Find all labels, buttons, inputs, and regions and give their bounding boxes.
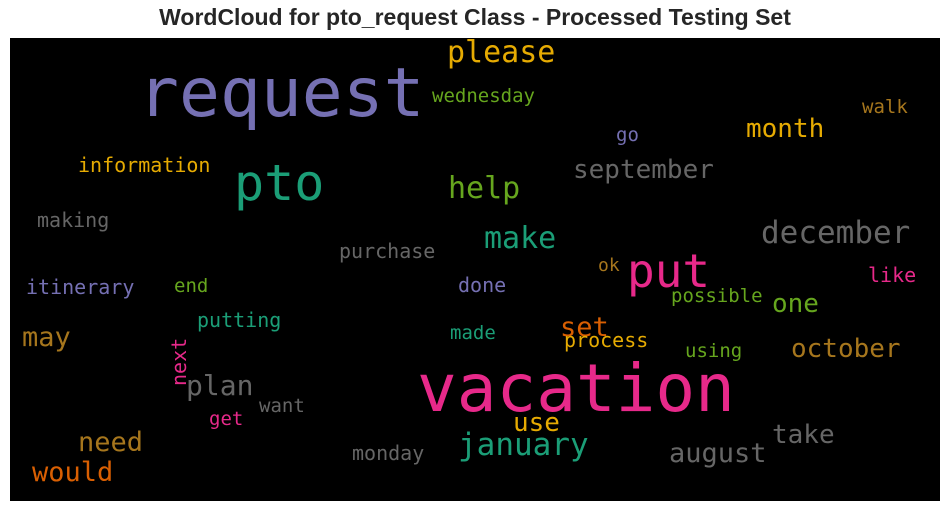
word-next: next: [169, 338, 189, 386]
word-use: use: [513, 410, 560, 436]
word-may: may: [22, 324, 71, 351]
word-go: go: [616, 126, 639, 145]
word-information: information: [78, 155, 210, 175]
word-request: request: [138, 60, 425, 128]
word-using: using: [685, 342, 742, 361]
word-possible: possible: [671, 287, 763, 306]
word-pto: pto: [234, 158, 324, 208]
word-end: end: [174, 277, 208, 296]
word-get: get: [209, 410, 243, 429]
chart-title: WordCloud for pto_request Class - Proces…: [0, 4, 950, 31]
word-take: take: [772, 422, 835, 448]
word-october: october: [791, 336, 901, 362]
wordcloud-canvas: request vacation pto put please january decemb…: [10, 38, 940, 501]
word-purchase: purchase: [339, 241, 435, 261]
word-would: would: [32, 459, 113, 486]
word-september: september: [573, 157, 714, 183]
word-month: month: [746, 116, 824, 142]
word-want: want: [259, 397, 305, 416]
word-process: process: [564, 330, 648, 350]
word-made: made: [450, 324, 496, 343]
word-help: help: [448, 174, 520, 204]
word-itinerary: itinerary: [26, 277, 134, 297]
word-monday: monday: [352, 443, 424, 463]
word-make: make: [484, 224, 556, 254]
word-plan: plan: [186, 372, 253, 400]
word-vacation: vacation: [417, 356, 735, 422]
word-wednesday: wednesday: [432, 87, 535, 106]
word-walk: walk: [862, 98, 908, 117]
word-one: one: [772, 291, 819, 317]
word-please: please: [447, 38, 555, 68]
word-ok: ok: [598, 257, 620, 275]
word-like: like: [868, 265, 916, 285]
word-done: done: [458, 275, 506, 295]
word-december: december: [761, 218, 910, 249]
word-august: august: [669, 440, 767, 467]
word-making: making: [37, 210, 109, 230]
word-putting: putting: [197, 310, 281, 330]
word-need: need: [78, 429, 143, 456]
